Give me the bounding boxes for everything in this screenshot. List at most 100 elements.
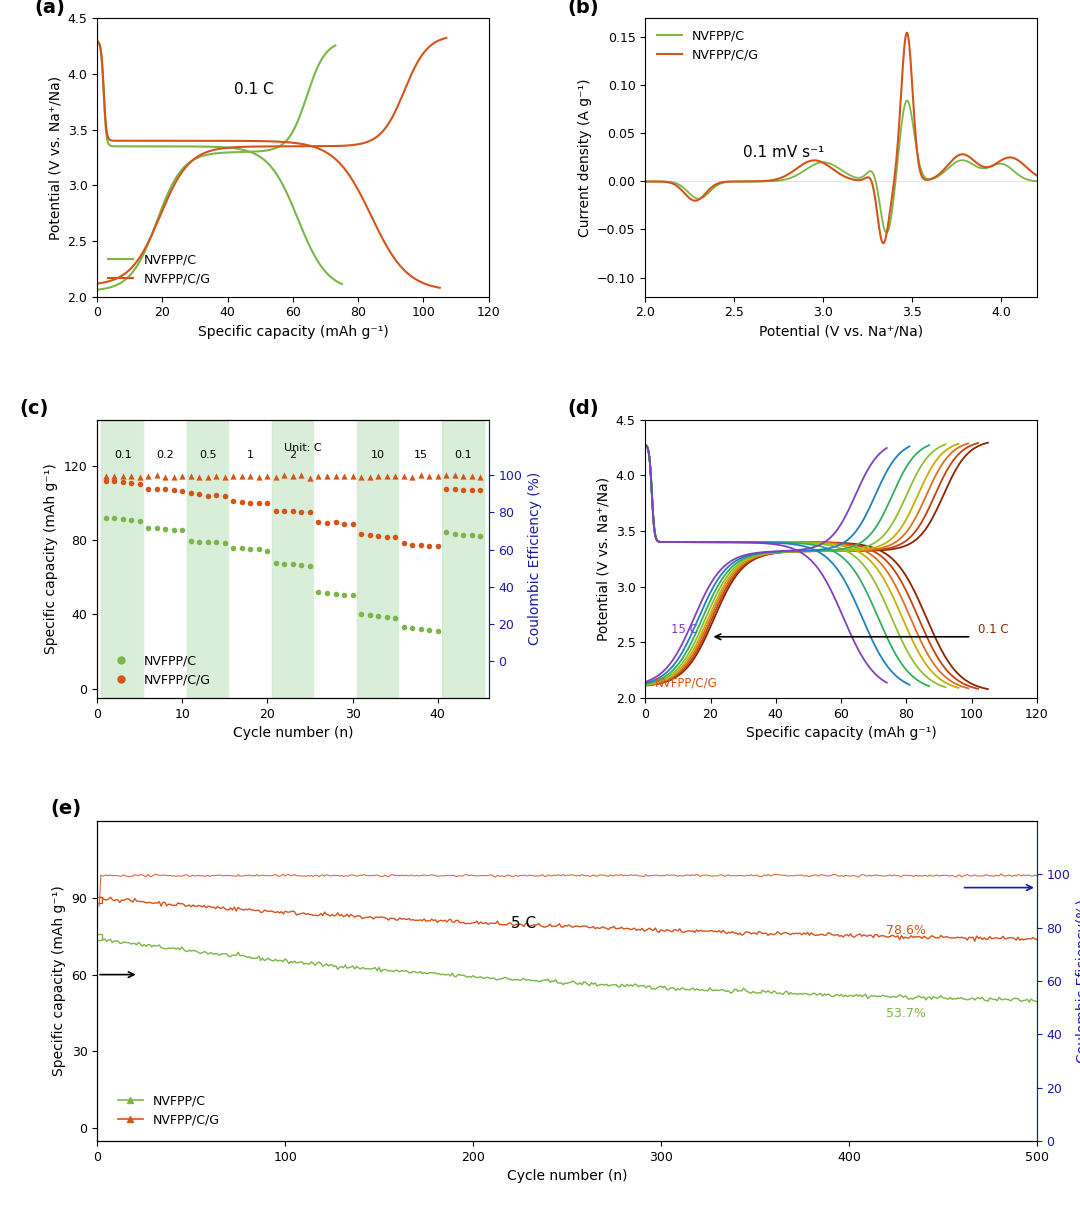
Point xyxy=(174,481,191,500)
Point xyxy=(411,465,429,484)
Point xyxy=(343,585,361,605)
Text: (d): (d) xyxy=(567,399,598,418)
Text: 15: 15 xyxy=(414,450,428,460)
Y-axis label: Coulombic Eficiency(%): Coulombic Eficiency(%) xyxy=(1076,900,1080,1063)
Text: 2: 2 xyxy=(289,450,297,460)
Point xyxy=(387,608,404,628)
Y-axis label: Specific capacity (mAh g⁻¹): Specific capacity (mAh g⁻¹) xyxy=(44,464,58,654)
Point xyxy=(310,512,327,532)
Point xyxy=(336,466,353,486)
Point xyxy=(267,467,284,487)
Bar xyxy=(144,420,187,698)
Point xyxy=(106,472,123,492)
Point xyxy=(97,507,114,527)
Point xyxy=(293,503,310,522)
Point xyxy=(411,535,429,555)
Point xyxy=(199,467,216,487)
Point xyxy=(378,607,395,626)
X-axis label: Potential (V vs. Na⁺/Na): Potential (V vs. Na⁺/Na) xyxy=(759,325,923,339)
Point xyxy=(378,527,395,546)
Y-axis label: Specific capacity (mAh g⁻¹): Specific capacity (mAh g⁻¹) xyxy=(52,886,66,1077)
Point xyxy=(123,510,140,529)
Point xyxy=(472,481,489,500)
Point xyxy=(429,622,446,641)
Point xyxy=(131,511,148,531)
Text: 5 C: 5 C xyxy=(511,917,536,931)
Point xyxy=(148,466,165,486)
Text: (e): (e) xyxy=(51,800,81,818)
Point xyxy=(404,535,421,555)
Point xyxy=(207,533,225,552)
Point xyxy=(463,481,481,500)
Point xyxy=(123,466,140,486)
Point xyxy=(183,531,200,550)
Text: 0.5: 0.5 xyxy=(199,450,217,460)
Point xyxy=(293,466,310,486)
Point xyxy=(114,466,132,486)
Point xyxy=(437,466,455,486)
Point xyxy=(319,466,336,486)
Text: (a): (a) xyxy=(35,0,66,17)
Point xyxy=(97,466,114,486)
Point xyxy=(310,466,327,486)
Point xyxy=(455,526,472,545)
Text: 0.1 C: 0.1 C xyxy=(234,83,274,97)
Point xyxy=(319,583,336,602)
Point xyxy=(284,466,301,486)
Point xyxy=(352,524,369,544)
Point xyxy=(327,584,345,603)
Point xyxy=(387,466,404,486)
Legend: NVFPP/C, NVFPP/C/G: NVFPP/C, NVFPP/C/G xyxy=(112,1089,225,1131)
X-axis label: Cycle number (n): Cycle number (n) xyxy=(232,726,353,741)
Point xyxy=(225,466,242,486)
Point xyxy=(259,466,276,486)
Point xyxy=(139,478,157,498)
Point xyxy=(216,533,233,552)
X-axis label: Specific capacity (mAh g⁻¹): Specific capacity (mAh g⁻¹) xyxy=(198,325,389,339)
Point xyxy=(437,523,455,543)
Bar xyxy=(272,420,314,698)
Point xyxy=(369,526,387,545)
Point xyxy=(343,466,361,486)
Point xyxy=(225,492,242,511)
Point xyxy=(251,467,268,487)
Point xyxy=(191,532,208,551)
Point xyxy=(267,554,284,573)
Y-axis label: Current density (A g⁻¹): Current density (A g⁻¹) xyxy=(578,78,592,237)
Point xyxy=(310,582,327,601)
Point xyxy=(157,467,174,487)
Point xyxy=(404,467,421,487)
Point xyxy=(361,526,378,545)
Point xyxy=(284,555,301,574)
Point xyxy=(404,618,421,637)
Text: 0.1: 0.1 xyxy=(455,450,472,460)
Point xyxy=(275,555,293,574)
Point xyxy=(472,527,489,546)
Point xyxy=(455,466,472,486)
Point xyxy=(183,483,200,503)
Point xyxy=(191,484,208,504)
Point xyxy=(429,537,446,556)
Point xyxy=(301,467,319,487)
Text: 78.6%: 78.6% xyxy=(887,924,927,937)
Point xyxy=(242,466,259,486)
Text: NVFPP/C/G: NVFPP/C/G xyxy=(656,677,718,690)
Point xyxy=(242,540,259,560)
Point xyxy=(139,518,157,538)
Point xyxy=(165,481,183,500)
Point xyxy=(123,473,140,493)
Text: 0.1 C: 0.1 C xyxy=(978,624,1009,636)
Point xyxy=(199,486,216,505)
Point xyxy=(446,478,463,498)
Text: (c): (c) xyxy=(18,399,49,418)
Text: 0.1: 0.1 xyxy=(113,450,132,460)
Legend: NVFPP/C, NVFPP/C/G: NVFPP/C, NVFPP/C/G xyxy=(104,248,215,290)
Y-axis label: Potential (V vs. Na⁺/Na): Potential (V vs. Na⁺/Na) xyxy=(596,477,610,641)
Point xyxy=(165,520,183,539)
Point xyxy=(183,466,200,486)
Point xyxy=(301,503,319,522)
Point xyxy=(251,539,268,558)
Point xyxy=(369,466,387,486)
Text: Unit: C: Unit: C xyxy=(284,443,322,453)
Bar xyxy=(102,420,144,698)
